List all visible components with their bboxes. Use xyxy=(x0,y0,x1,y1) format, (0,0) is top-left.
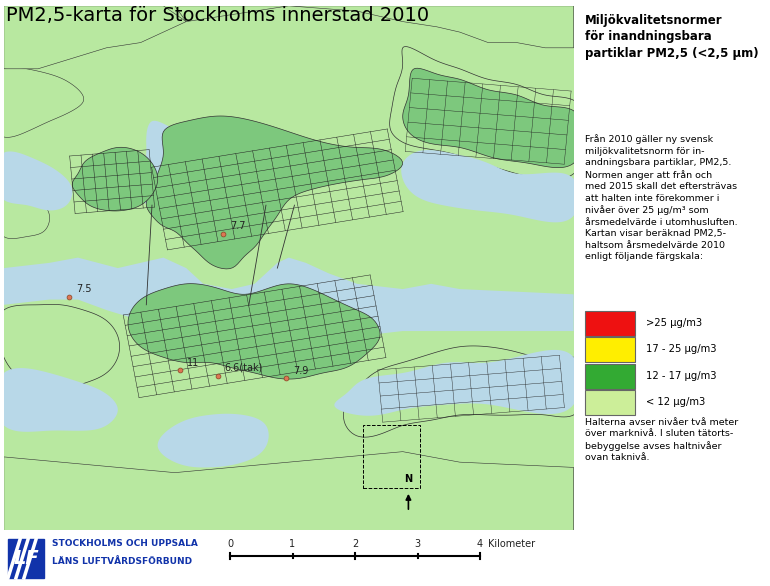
FancyBboxPatch shape xyxy=(585,311,634,336)
Text: 17 - 25 μg/m3: 17 - 25 μg/m3 xyxy=(646,345,717,355)
Text: >25 μg/m3: >25 μg/m3 xyxy=(646,318,702,328)
Polygon shape xyxy=(4,258,574,342)
Text: < 12 μg/m3: < 12 μg/m3 xyxy=(646,397,705,407)
Polygon shape xyxy=(343,346,586,437)
Text: Halterna avser nivåer två meter
över marknivå. I sluten tätorts-
bebyggelse avse: Halterna avser nivåer två meter över mar… xyxy=(585,418,738,462)
Polygon shape xyxy=(0,151,72,210)
Polygon shape xyxy=(4,6,186,69)
Text: 0: 0 xyxy=(227,539,233,548)
Text: Miljökvalitetsnormer
för inandningsbara
partiklar PM2,5 (<2,5 μm): Miljökvalitetsnormer för inandningsbara … xyxy=(585,13,758,60)
Polygon shape xyxy=(334,350,581,415)
Polygon shape xyxy=(72,147,158,211)
Polygon shape xyxy=(0,198,49,239)
Polygon shape xyxy=(403,68,584,168)
Text: LF: LF xyxy=(13,549,38,568)
Text: 3: 3 xyxy=(414,539,420,548)
Text: 6.6(tak): 6.6(tak) xyxy=(224,363,263,373)
Polygon shape xyxy=(4,6,574,530)
Text: 7.9: 7.9 xyxy=(293,366,308,376)
Text: N: N xyxy=(404,474,413,484)
Text: Från 2010 gäller ny svensk
miljökvalitetsnorm för in-
andningsbara partiklar, PM: Från 2010 gäller ny svensk miljökvalitet… xyxy=(585,134,738,261)
Text: 7.7: 7.7 xyxy=(230,222,246,231)
Polygon shape xyxy=(4,452,574,530)
FancyBboxPatch shape xyxy=(585,363,634,389)
Text: LÄNS LUFTVÅRDSFÖRBUND: LÄNS LUFTVÅRDSFÖRBUND xyxy=(52,557,192,565)
Text: PM2,5-karta för Stockholms innerstad 2010: PM2,5-karta för Stockholms innerstad 201… xyxy=(6,6,430,25)
Polygon shape xyxy=(390,46,589,180)
Text: 4: 4 xyxy=(477,539,483,548)
Text: Kilometer: Kilometer xyxy=(488,539,535,548)
Polygon shape xyxy=(146,116,403,269)
FancyBboxPatch shape xyxy=(585,338,634,363)
Text: 2: 2 xyxy=(352,539,358,548)
Polygon shape xyxy=(158,414,269,468)
Polygon shape xyxy=(175,6,289,22)
FancyBboxPatch shape xyxy=(585,390,634,415)
Text: STOCKHOLMS OCH UPPSALA: STOCKHOLMS OCH UPPSALA xyxy=(52,539,198,547)
Polygon shape xyxy=(0,368,118,432)
Polygon shape xyxy=(135,121,192,205)
Polygon shape xyxy=(401,150,579,222)
Text: 7.5: 7.5 xyxy=(76,284,92,294)
Polygon shape xyxy=(289,6,574,48)
FancyBboxPatch shape xyxy=(8,540,44,578)
Polygon shape xyxy=(0,67,84,137)
Polygon shape xyxy=(0,305,119,389)
Polygon shape xyxy=(128,284,380,379)
Text: 11: 11 xyxy=(187,357,199,368)
Text: 12 - 17 μg/m3: 12 - 17 μg/m3 xyxy=(646,370,717,381)
Text: 1: 1 xyxy=(290,539,296,548)
